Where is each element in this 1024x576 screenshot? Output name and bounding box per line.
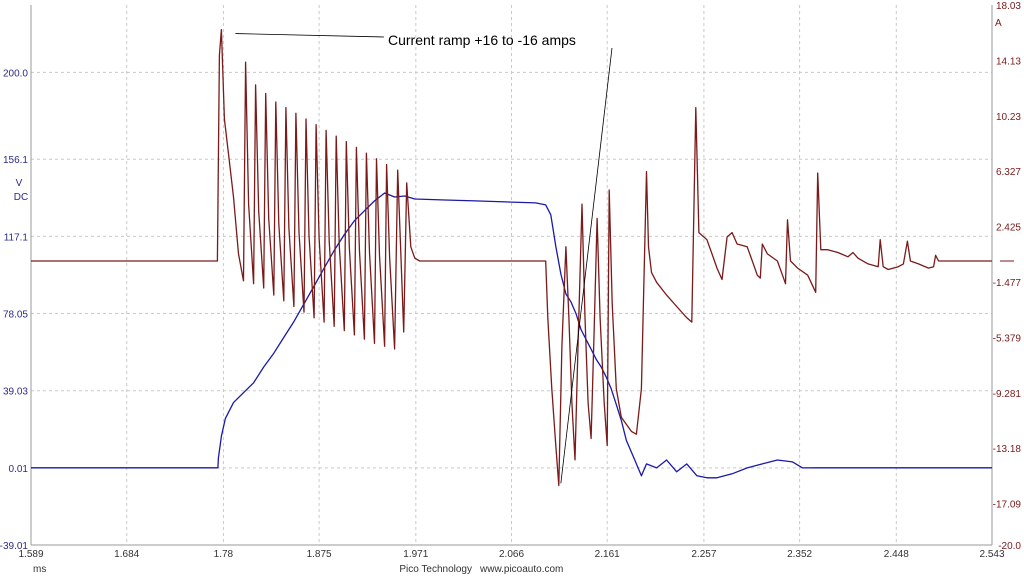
right-tick-label: 6.327 [996,167,1021,178]
traces [31,28,992,487]
x-tick-label: 1.971 [403,549,428,560]
right-tick-label: 18.03 [996,1,1021,12]
annotation-text: Current ramp +16 to -16 amps [388,32,576,48]
left-tick-label: 200.0 [3,68,28,79]
x-tick-label: 1.684 [114,549,139,560]
left-tick-label: 156.1 [3,155,28,166]
left-tick-label: 117.1 [4,232,29,243]
voltage-trace [31,192,992,479]
footer-brand: Pico Technology [399,564,472,575]
x-tick-label: 2.066 [499,549,524,560]
left-axis-coupling: DC [14,192,28,203]
x-tick-label: 2.543 [979,549,1004,560]
x-tick-label: 2.161 [595,549,620,560]
right-tick-label: -1.477 [993,278,1022,289]
annotation: Current ramp +16 to -16 amps [235,32,613,484]
right-tick-label: 14.13 [996,56,1021,67]
right-tick-label: -13.18 [993,444,1022,455]
footer: Pico Technology www.picoauto.com [399,564,563,575]
left-tick-label: 0.01 [9,464,29,475]
left-axis-unit: V [16,178,23,189]
footer-website: www.picoauto.com [479,564,563,575]
annotation-leader-2 [560,47,613,484]
annotation-leader-1 [235,33,385,38]
left-tick-label: -39.01 [0,541,28,552]
left-tick-label: 78.05 [3,310,28,321]
right-tick-label: -17.09 [993,500,1022,511]
x-tick-label: 1.78 [214,549,234,560]
x-axis-unit: ms [33,564,46,575]
right-tick-label: -9.281 [993,389,1022,400]
current-trace [31,28,992,487]
right-tick-label: 10.23 [996,112,1021,123]
right-tick-label: -20.0 [998,541,1021,552]
left-tick-label: 39.03 [3,387,28,398]
x-tick-label: 2.448 [884,549,909,560]
right-tick-label: -5.379 [993,333,1022,344]
right-axis-unit: A [995,18,1002,29]
x-tick-label: 1.589 [18,549,43,560]
x-tick-label: 2.257 [691,549,716,560]
right-tick-label: 2.425 [996,223,1021,234]
x-tick-label: 1.875 [307,549,332,560]
x-tick-label: 2.352 [787,549,812,560]
